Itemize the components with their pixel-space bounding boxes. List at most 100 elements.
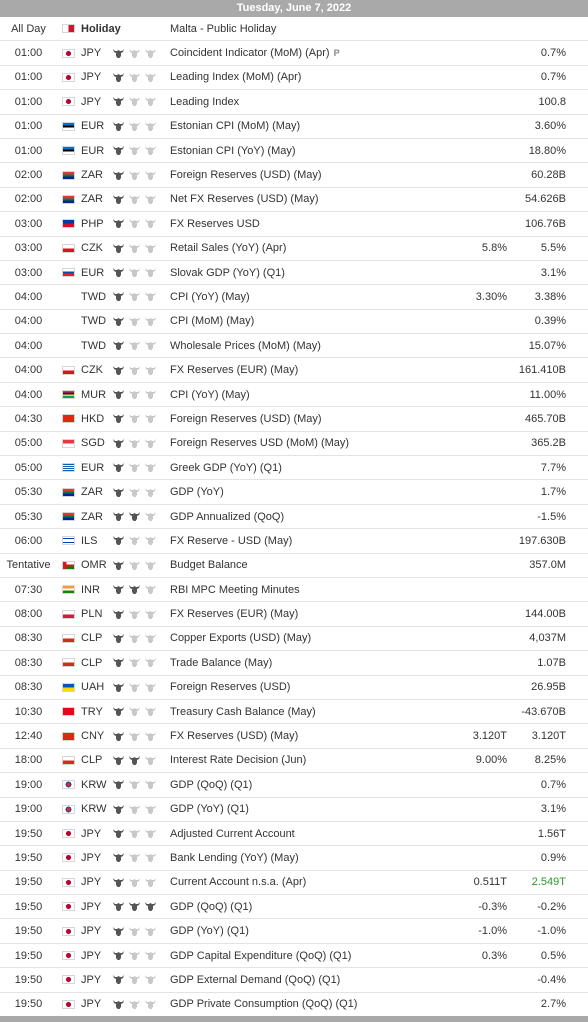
event-row[interactable]: 06:00 ILS FX Reserve - USD (May) 197.630B (0, 529, 588, 554)
event-name[interactable]: GDP (YoY) (Q1) (170, 925, 249, 938)
event-name[interactable]: FX Reserves (EUR) (May) (170, 608, 299, 621)
event-name[interactable]: CPI (YoY) (May) (170, 388, 250, 401)
event-name[interactable]: Trade Balance (May) (170, 656, 273, 669)
event-row[interactable]: 08:30 UAH Foreign Reserves (USD) 26.95B (0, 675, 588, 700)
event-name[interactable]: Leading Index (MoM) (Apr) (170, 71, 302, 84)
event-name[interactable]: GDP (YoY) (170, 486, 224, 499)
event-row[interactable]: Tentative OMR Budget Balance 357.0M (0, 553, 588, 578)
event-row[interactable]: 05:30 ZAR GDP (YoY) 1.7% (0, 480, 588, 505)
bull-icon (112, 804, 125, 815)
event-row[interactable]: 19:50 JPY GDP (YoY) (Q1) -1.0% -1.0% (0, 919, 588, 944)
event-name[interactable]: GDP Capital Expenditure (QoQ) (Q1) (170, 949, 352, 962)
event-name[interactable]: Current Account n.s.a. (Apr) (170, 876, 307, 889)
event-row[interactable]: 18:00 CLP Interest Rate Decision (Jun) 9.00… (0, 748, 588, 774)
importance-cell (110, 560, 168, 571)
event-row[interactable]: 07:30 INR RBI MPC Meeting Minutes (0, 577, 588, 603)
event-name[interactable]: Estonian CPI (MoM) (May) (170, 120, 301, 133)
event-name[interactable]: Adjusted Current Account (170, 827, 295, 840)
event-name[interactable]: Copper Exports (USD) (May) (170, 632, 312, 645)
event-row[interactable]: 19:50 JPY GDP Capital Expenditure (QoQ) (Q… (0, 943, 588, 969)
event-name[interactable]: Coincident Indicator (MoM) (Apr) P (170, 47, 340, 60)
flag-cell (57, 414, 79, 424)
event-row[interactable]: 19:50 JPY Adjusted Current Account 1.56T (0, 821, 588, 847)
flag-cell (57, 951, 79, 961)
importance-cell (110, 926, 168, 937)
event-name[interactable]: GDP (QoQ) (Q1) (170, 778, 253, 791)
event-row[interactable]: 01:00 JPY Coincident Indicator (MoM) (Apr)… (0, 41, 588, 66)
event-name[interactable]: Treasury Cash Balance (May) (170, 705, 316, 718)
event-name[interactable]: FX Reserves (USD) (May) (170, 730, 299, 743)
flag-cell (57, 999, 79, 1009)
holiday-row[interactable]: All Day Holiday Malta - Public Holiday (0, 17, 588, 42)
event-row[interactable]: 04:00 TWD CPI (YoY) (May) 3.30% 3.38% (0, 285, 588, 310)
event-name[interactable]: Foreign Reserves USD (MoM) (May) (170, 437, 350, 450)
bull-icon (112, 316, 125, 327)
event-row[interactable]: 04:00 MUR CPI (YoY) (May) 11.00% (0, 382, 588, 408)
event-name[interactable]: Retail Sales (YoY) (Apr) (170, 242, 287, 255)
event-name[interactable]: Slovak GDP (YoY) (Q1) (170, 266, 285, 279)
event-name[interactable]: FX Reserve - USD (May) (170, 534, 293, 547)
event-row[interactable]: 01:00 JPY Leading Index 100.8 (0, 90, 588, 115)
event-row[interactable]: 19:50 JPY GDP (QoQ) (Q1) -0.3% -0.2% (0, 895, 588, 920)
event-row[interactable]: 05:00 SGD Foreign Reserves USD (MoM) (May)… (0, 431, 588, 457)
event-row[interactable]: 19:50 JPY GDP External Demand (QoQ) (Q1) -0… (0, 968, 588, 993)
event-row[interactable]: 02:00 ZAR Net FX Reserves (USD) (May) 54.62… (0, 187, 588, 213)
event-name[interactable]: RBI MPC Meeting Minutes (170, 583, 300, 596)
event-name[interactable]: Net FX Reserves (USD) (May) (170, 193, 319, 206)
india-flag-icon (61, 585, 75, 595)
importance-cell (110, 48, 168, 59)
event-row[interactable]: 19:50 JPY Bank Lending (YoY) (May) 0.9% (0, 846, 588, 871)
importance-cell (110, 633, 168, 644)
event-name[interactable]: Foreign Reserves (USD) (170, 681, 291, 694)
event-row[interactable]: 03:00 CZK Retail Sales (YoY) (Apr) 5.8% 5.5% (0, 236, 588, 261)
event-name[interactable]: CPI (MoM) (May) (170, 315, 255, 328)
currency-cell: PLN (81, 608, 103, 621)
event-name[interactable]: Leading Index (170, 95, 240, 108)
event-name[interactable]: GDP (YoY) (Q1) (170, 803, 249, 816)
event-row[interactable]: 19:50 JPY GDP Private Consumption (QoQ) (Q… (0, 992, 588, 1018)
event-name[interactable]: Interest Rate Decision (Jun) (170, 754, 307, 767)
event-name[interactable]: FX Reserves (EUR) (May) (170, 364, 299, 377)
event-name[interactable]: FX Reserves USD (170, 217, 260, 230)
event-name[interactable]: Wholesale Prices (MoM) (May) (170, 339, 321, 352)
event-row[interactable]: 19:00 KRW GDP (YoY) (Q1) 3.1% (0, 797, 588, 822)
event-row[interactable]: 04:30 HKD Foreign Reserves (USD) (May) 465.… (0, 407, 588, 432)
event-row[interactable]: 01:00 EUR Estonian CPI (MoM) (May) 3.60% (0, 114, 588, 139)
event-row[interactable]: 05:00 EUR Greek GDP (YoY) (Q1) 7.7% (0, 456, 588, 481)
event-name[interactable]: Estonian CPI (YoY) (May) (170, 144, 296, 157)
event-row[interactable]: 08:30 CLP Copper Exports (USD) (May) 4,037M (0, 626, 588, 652)
event-row[interactable]: 04:00 TWD CPI (MoM) (May) 0.39% (0, 309, 588, 335)
event-row[interactable]: 08:00 PLN FX Reserves (EUR) (May) 144.00B (0, 602, 588, 627)
event-row[interactable]: 01:00 JPY Leading Index (MoM) (Apr) 0.7% (0, 65, 588, 91)
currency-cell: PHP (81, 217, 104, 230)
bull-icon (112, 779, 125, 790)
event-row[interactable]: 08:30 CLP Trade Balance (May) 1.07B (0, 651, 588, 676)
event-name[interactable]: GDP (QoQ) (Q1) (170, 900, 253, 913)
bull-icon (128, 584, 141, 595)
event-row[interactable]: 03:00 EUR Slovak GDP (YoY) (Q1) 3.1% (0, 260, 588, 286)
bull-icon (112, 852, 125, 863)
event-row[interactable]: 12:40 CNY FX Reserves (USD) (May) 3.120T 3.1… (0, 724, 588, 749)
bull-icon (128, 96, 141, 107)
event-name[interactable]: Foreign Reserves (USD) (May) (170, 169, 322, 182)
event-row[interactable]: 02:00 ZAR Foreign Reserves (USD) (May) 60.2… (0, 163, 588, 188)
event-row[interactable]: 05:30 ZAR GDP Annualized (QoQ) -1.5% (0, 504, 588, 530)
event-row[interactable]: 01:00 EUR Estonian CPI (YoY) (May) 18.80% (0, 138, 588, 164)
event-row[interactable]: 19:50 JPY Current Account n.s.a. (Apr) 0.51… (0, 870, 588, 896)
event-name[interactable]: GDP External Demand (QoQ) (Q1) (170, 973, 341, 986)
bull-icon (112, 950, 125, 961)
event-name[interactable]: Greek GDP (YoY) (Q1) (170, 461, 282, 474)
event-name[interactable]: Foreign Reserves (USD) (May) (170, 412, 322, 425)
bull-icon (128, 48, 141, 59)
event-row[interactable]: 19:00 KRW GDP (QoQ) (Q1) 0.7% (0, 773, 588, 798)
event-row[interactable]: 10:30 TRY Treasury Cash Balance (May) -43.6… (0, 699, 588, 725)
event-name[interactable]: GDP Private Consumption (QoQ) (Q1) (170, 998, 358, 1011)
event-name[interactable]: CPI (YoY) (May) (170, 290, 250, 303)
event-row[interactable]: 04:00 TWD Wholesale Prices (MoM) (May) 15.0… (0, 334, 588, 359)
event-name[interactable]: Budget Balance (170, 559, 248, 572)
event-row[interactable]: 04:00 CZK FX Reserves (EUR) (May) 161.410B (0, 358, 588, 383)
event-row[interactable]: 03:00 PHP FX Reserves USD 106.76B (0, 212, 588, 237)
event-name[interactable]: Bank Lending (YoY) (May) (170, 851, 299, 864)
event-name[interactable]: GDP Annualized (QoQ) (170, 510, 285, 523)
